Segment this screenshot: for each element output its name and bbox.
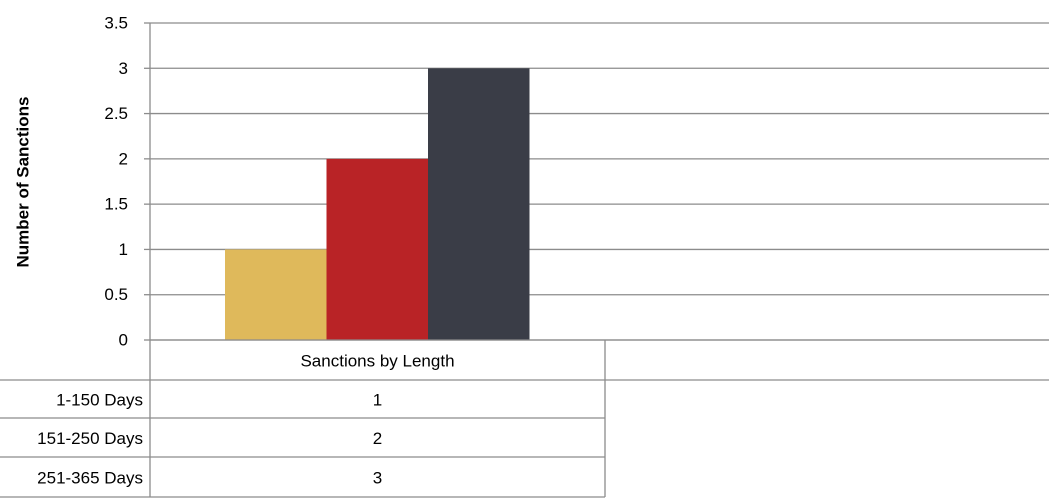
y-axis-label: Number of Sanctions [13, 97, 32, 268]
bars [150, 68, 1049, 341]
bar-series-1 [225, 249, 327, 340]
y-tick-label: 1.5 [104, 195, 128, 214]
bar-series-2 [326, 158, 428, 340]
data-table: Sanctions by Length 1-150 Days 1 151-250 Da… [0, 340, 1049, 498]
y-tick-labels: 0 0.5 1 1.5 2 2.5 3 3.5 [104, 14, 128, 350]
bar-series-3 [428, 68, 530, 341]
y-tick-label: 3.5 [104, 14, 128, 33]
y-tick-label: 2.5 [104, 104, 128, 123]
y-tick-label: 0 [119, 331, 128, 350]
table-row-value: 1 [373, 391, 382, 410]
table-header-category: Sanctions by Length [300, 352, 454, 371]
y-tick-label: 2 [119, 149, 128, 168]
y-tick-label: 3 [119, 59, 128, 78]
table-row-value: 2 [373, 429, 382, 448]
table-row-label: 1-150 Days [56, 391, 143, 410]
y-tick-label: 1 [119, 240, 128, 259]
y-tick-label: 0.5 [104, 285, 128, 304]
table-row-value: 3 [373, 469, 382, 488]
table-row-label: 251-365 Days [37, 469, 143, 488]
table-row-label: 151-250 Days [37, 429, 143, 448]
